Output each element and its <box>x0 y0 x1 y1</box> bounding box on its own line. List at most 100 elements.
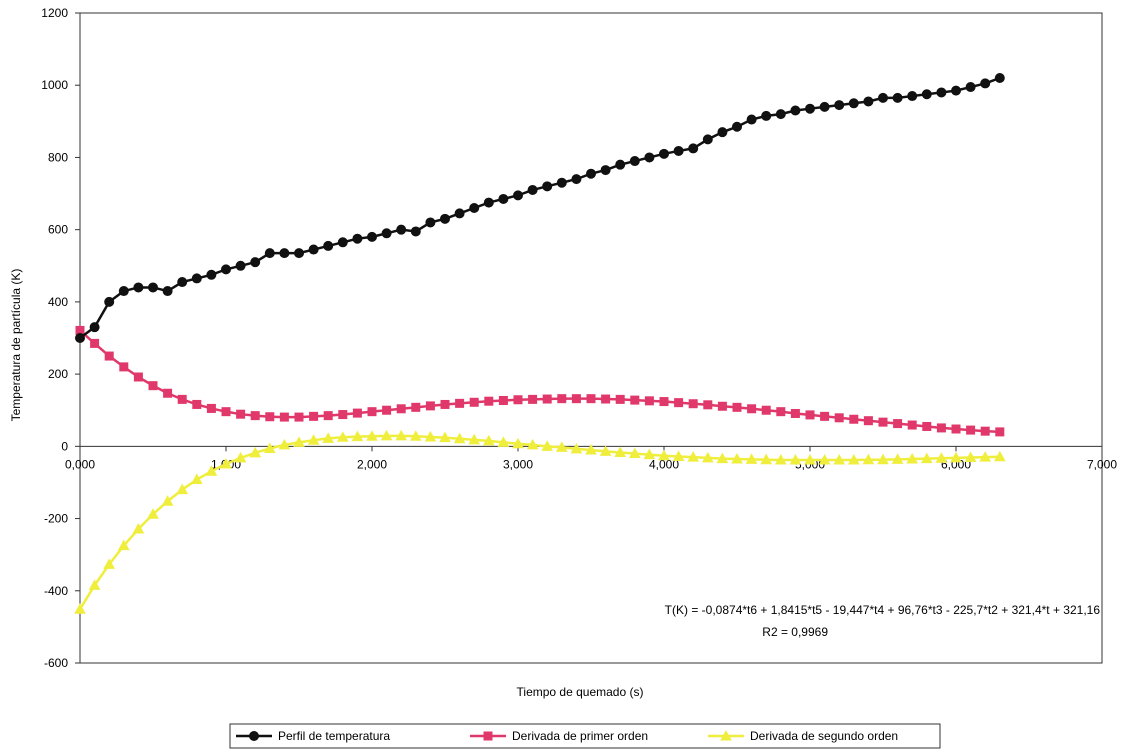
data-point <box>688 399 698 409</box>
data-point <box>891 453 904 464</box>
data-point <box>455 398 465 408</box>
data-point <box>381 228 392 239</box>
data-point <box>848 98 859 109</box>
data-point <box>628 447 641 459</box>
data-point <box>629 156 640 167</box>
data-point <box>570 442 583 454</box>
data-point <box>600 165 611 176</box>
data-point <box>935 452 948 463</box>
y-tick-label: 200 <box>48 367 68 381</box>
y-tick-label: 800 <box>48 150 68 164</box>
data-point <box>701 451 714 463</box>
x-tick-label: 3,000 <box>503 457 533 471</box>
series-1 <box>75 73 1005 343</box>
data-point <box>512 437 524 449</box>
data-point <box>644 396 654 406</box>
y-tick-label: 600 <box>48 223 68 237</box>
data-point <box>133 282 144 293</box>
data-point <box>279 248 290 259</box>
data-point <box>804 454 816 465</box>
data-point <box>367 231 377 242</box>
r2-annotation: R2 = 0,9969 <box>762 625 828 639</box>
data-point <box>790 408 800 418</box>
data-point <box>513 190 523 201</box>
legend-swatch-marker <box>249 731 259 741</box>
data-point <box>615 159 626 170</box>
data-point <box>323 411 333 421</box>
data-point <box>541 440 554 451</box>
data-point <box>819 101 830 112</box>
data-point <box>104 296 115 307</box>
data-point <box>104 351 114 361</box>
data-point <box>307 434 320 445</box>
data-point <box>337 237 348 248</box>
data-point <box>703 400 713 410</box>
data-point <box>818 454 831 465</box>
data-point <box>586 168 596 179</box>
data-point <box>820 411 830 421</box>
data-point <box>993 450 1006 462</box>
data-point <box>469 203 480 213</box>
data-point <box>907 91 918 102</box>
data-point <box>995 427 1005 437</box>
data-point <box>133 372 143 382</box>
data-point <box>453 432 466 444</box>
data-point <box>790 105 801 116</box>
data-point <box>468 433 481 445</box>
data-point <box>776 407 786 417</box>
data-point <box>761 405 771 415</box>
data-point <box>922 421 932 431</box>
data-point <box>177 277 188 288</box>
data-point <box>263 442 276 453</box>
data-point <box>439 431 451 443</box>
data-point <box>440 213 450 224</box>
data-point <box>658 449 670 461</box>
data-point <box>907 420 917 430</box>
data-point <box>555 441 568 452</box>
data-point <box>352 233 363 244</box>
data-point <box>221 407 231 417</box>
data-point <box>599 445 612 456</box>
data-point <box>834 413 844 423</box>
data-point <box>278 438 291 450</box>
data-point <box>863 96 874 107</box>
data-point <box>250 411 260 421</box>
data-point <box>732 121 742 132</box>
data-point <box>75 333 85 343</box>
x-tick-label: 2,000 <box>357 457 387 471</box>
x-tick-label: 0,000 <box>65 457 95 471</box>
x-tick-label: 4,000 <box>649 457 679 471</box>
data-point <box>192 399 202 409</box>
data-point <box>249 446 262 458</box>
data-point <box>90 338 100 348</box>
data-point <box>732 402 742 412</box>
x-tick-label: 6,000 <box>941 457 971 471</box>
data-point <box>132 522 145 534</box>
data-point <box>920 452 933 464</box>
data-point <box>556 177 567 188</box>
data-point <box>352 408 362 418</box>
data-point <box>571 394 581 404</box>
y-tick-label: 0 <box>61 439 68 453</box>
data-point <box>119 362 129 372</box>
data-point <box>965 82 976 93</box>
data-point <box>614 446 627 457</box>
data-point <box>921 89 932 100</box>
data-point <box>542 394 552 404</box>
data-point <box>746 114 757 125</box>
data-point <box>497 436 510 447</box>
data-point <box>250 257 261 268</box>
series-2 <box>75 325 1005 437</box>
data-point <box>673 145 684 156</box>
data-point <box>805 103 815 114</box>
data-point <box>863 416 873 426</box>
data-point <box>322 432 335 443</box>
data-point <box>849 414 859 424</box>
legend-item: Perfil de temperatura <box>236 729 390 743</box>
data-point <box>89 322 100 333</box>
series-layer <box>74 73 1006 614</box>
data-point <box>643 448 656 460</box>
legend-label: Derivada de primer orden <box>512 729 648 743</box>
y-tick-label: 1000 <box>41 78 68 92</box>
data-point <box>380 429 393 441</box>
